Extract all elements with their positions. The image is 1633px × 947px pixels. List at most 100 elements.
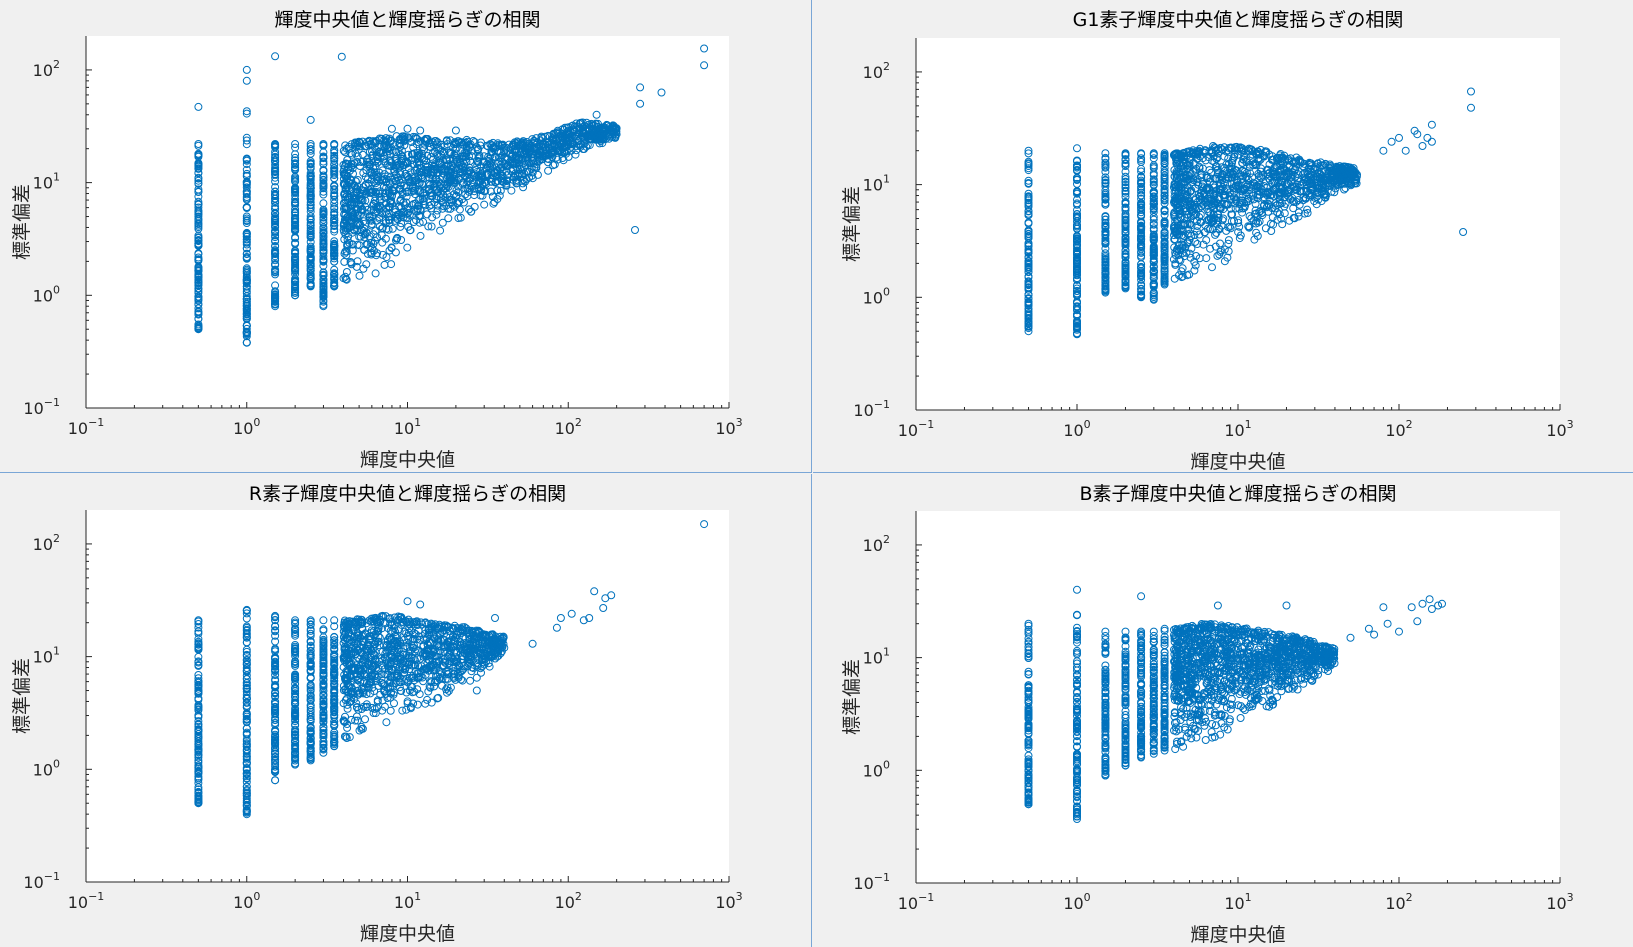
data-point bbox=[291, 174, 300, 183]
data-point bbox=[1121, 172, 1130, 181]
data-point bbox=[1121, 186, 1130, 195]
data-point bbox=[403, 243, 412, 252]
data-point bbox=[352, 262, 361, 271]
data-point bbox=[330, 274, 339, 283]
data-point bbox=[1101, 175, 1110, 184]
data-point bbox=[1256, 172, 1265, 181]
data-point bbox=[291, 198, 300, 207]
data-point bbox=[1160, 173, 1169, 182]
data-point bbox=[1073, 162, 1081, 171]
data-point bbox=[554, 147, 563, 156]
data-point bbox=[319, 157, 328, 166]
data-point bbox=[242, 735, 251, 744]
data-point bbox=[1121, 183, 1130, 192]
data-point bbox=[384, 185, 393, 194]
data-point bbox=[344, 160, 353, 169]
data-point bbox=[1337, 176, 1346, 185]
data-point bbox=[409, 200, 418, 208]
data-point bbox=[1137, 260, 1146, 269]
data-point bbox=[346, 216, 355, 225]
data-point bbox=[242, 729, 251, 738]
data-point bbox=[1264, 174, 1273, 183]
data-point bbox=[1224, 236, 1233, 245]
data-point bbox=[271, 281, 280, 290]
data-point bbox=[1121, 160, 1130, 169]
data-point bbox=[382, 253, 391, 262]
data-point bbox=[242, 140, 251, 149]
data-point bbox=[348, 150, 357, 159]
data-point bbox=[590, 125, 599, 134]
data-point bbox=[570, 122, 579, 131]
data-point bbox=[447, 164, 456, 173]
data-point bbox=[271, 637, 280, 646]
data-point bbox=[194, 748, 203, 757]
data-point bbox=[194, 185, 203, 194]
data-point bbox=[1352, 172, 1361, 181]
data-point bbox=[330, 151, 339, 160]
data-point bbox=[194, 750, 203, 759]
data-point bbox=[1303, 205, 1312, 214]
data-point bbox=[596, 134, 605, 143]
data-point bbox=[391, 248, 400, 257]
data-point bbox=[194, 173, 203, 182]
data-point bbox=[1160, 229, 1169, 238]
data-point bbox=[550, 160, 559, 169]
data-point bbox=[1238, 159, 1247, 167]
data-point bbox=[1214, 224, 1223, 233]
data-point bbox=[1278, 220, 1287, 229]
data-point bbox=[1073, 213, 1081, 222]
data-point bbox=[1296, 157, 1305, 166]
data-point bbox=[271, 270, 280, 279]
data-point bbox=[1121, 250, 1130, 259]
y-tick-label: 102 bbox=[863, 60, 890, 82]
data-point bbox=[1101, 266, 1110, 275]
data-point bbox=[1024, 196, 1033, 205]
data-point bbox=[1171, 150, 1179, 159]
data-point bbox=[1024, 239, 1033, 248]
data-point bbox=[319, 302, 328, 311]
data-point bbox=[319, 205, 328, 214]
data-point bbox=[319, 140, 328, 148]
data-point bbox=[433, 185, 442, 194]
data-point bbox=[242, 107, 251, 116]
data-point bbox=[578, 132, 587, 141]
data-point bbox=[194, 241, 203, 250]
data-point bbox=[444, 204, 453, 213]
data-point bbox=[576, 140, 585, 149]
data-point bbox=[1191, 194, 1200, 203]
data-point bbox=[1263, 165, 1272, 174]
data-point bbox=[242, 214, 251, 223]
data-point bbox=[1101, 190, 1110, 199]
data-point bbox=[339, 221, 348, 230]
data-point bbox=[1176, 213, 1185, 222]
data-point bbox=[1160, 280, 1169, 289]
data-point bbox=[1101, 163, 1110, 172]
data-point bbox=[291, 700, 300, 709]
data-point bbox=[426, 181, 435, 190]
data-point bbox=[544, 166, 553, 175]
data-point bbox=[432, 194, 441, 203]
data-point bbox=[242, 282, 251, 291]
data-point bbox=[1183, 271, 1192, 280]
data-point bbox=[384, 225, 393, 234]
data-point bbox=[1101, 149, 1110, 158]
data-point bbox=[1236, 143, 1245, 152]
data-point bbox=[341, 205, 350, 214]
data-point bbox=[194, 726, 203, 735]
data-point bbox=[1195, 230, 1204, 239]
data-point bbox=[1149, 219, 1158, 228]
data-point bbox=[194, 206, 203, 215]
data-point bbox=[377, 134, 386, 143]
data-point bbox=[1225, 144, 1234, 152]
data-point bbox=[356, 232, 365, 241]
data-point bbox=[306, 230, 315, 239]
data-point bbox=[1101, 251, 1110, 260]
data-point bbox=[408, 150, 417, 159]
data-point bbox=[1217, 163, 1226, 172]
data-point bbox=[242, 297, 251, 306]
data-point bbox=[1149, 171, 1158, 180]
data-point bbox=[1101, 282, 1110, 291]
data-point bbox=[319, 231, 328, 240]
data-point bbox=[194, 289, 203, 297]
data-point bbox=[563, 130, 572, 139]
